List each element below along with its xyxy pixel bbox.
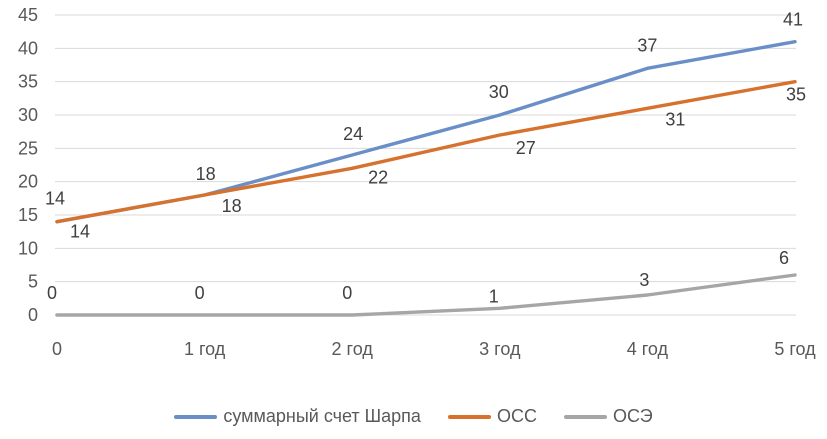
data-label-ose: 0 — [47, 283, 57, 303]
series-line-oss — [55, 79, 797, 224]
legend-line-swatch-orange — [447, 414, 491, 419]
data-label-oss: 22 — [368, 167, 388, 187]
data-label-sharpe-total: 18 — [196, 164, 216, 184]
legend-line-swatch-blue — [174, 414, 218, 419]
legend-line-swatch-gray — [563, 414, 607, 419]
data-label-sharpe-total: 30 — [489, 82, 509, 102]
x-axis-tick-label: 0 — [52, 339, 62, 359]
y-axis-tick-label: 15 — [18, 205, 38, 225]
data-label-sharpe-total: 24 — [343, 124, 363, 144]
data-label-oss: 27 — [516, 138, 536, 158]
x-axis-tick-label: 3 год — [479, 339, 521, 359]
y-axis-tick-label: 35 — [18, 72, 38, 92]
data-label-oss: 31 — [665, 109, 685, 129]
legend-item-ose: ОСЭ — [563, 406, 653, 427]
y-axis-tick-label: 0 — [28, 305, 38, 325]
chart-legend: суммарный счет Шарпа ОСС ОСЭ — [0, 406, 827, 427]
y-axis-tick-label: 25 — [18, 138, 38, 158]
y-axis-tick-label: 20 — [18, 172, 38, 192]
y-axis-tick-label: 40 — [18, 38, 38, 58]
legend-label: ОСС — [496, 406, 537, 426]
y-axis-tick-label: 30 — [18, 105, 38, 125]
y-axis-tick-label: 5 — [28, 272, 38, 292]
legend-item-oss: ОСС — [447, 406, 537, 427]
y-axis-tick-label: 45 — [18, 5, 38, 25]
x-axis-tick-label: 5 год — [774, 339, 816, 359]
data-label-sharpe-total: 41 — [783, 10, 803, 30]
legend-label: ОСЭ — [612, 406, 653, 426]
data-label-oss: 35 — [786, 85, 806, 105]
x-axis-tick-label: 2 год — [332, 339, 374, 359]
data-label-ose: 6 — [779, 248, 789, 268]
x-axis-tick-label: 1 год — [184, 339, 226, 359]
data-label-oss: 14 — [70, 222, 90, 242]
y-axis-tick-label: 10 — [18, 238, 38, 258]
legend-label: суммарный счет Шарпа — [223, 406, 421, 426]
series-line-ose — [55, 273, 797, 317]
data-label-oss: 18 — [222, 196, 242, 216]
data-label-ose: 1 — [489, 286, 499, 306]
data-label-ose: 3 — [639, 270, 649, 290]
data-label-ose: 0 — [342, 283, 352, 303]
data-label-sharpe-total: 14 — [45, 189, 65, 209]
legend-item-sharpe-total: суммарный счет Шарпа — [174, 406, 421, 427]
data-label-ose: 0 — [195, 283, 205, 303]
x-axis-tick-label: 4 год — [627, 339, 669, 359]
data-label-sharpe-total: 37 — [637, 35, 657, 55]
series-line-sharpe-total — [55, 39, 797, 224]
